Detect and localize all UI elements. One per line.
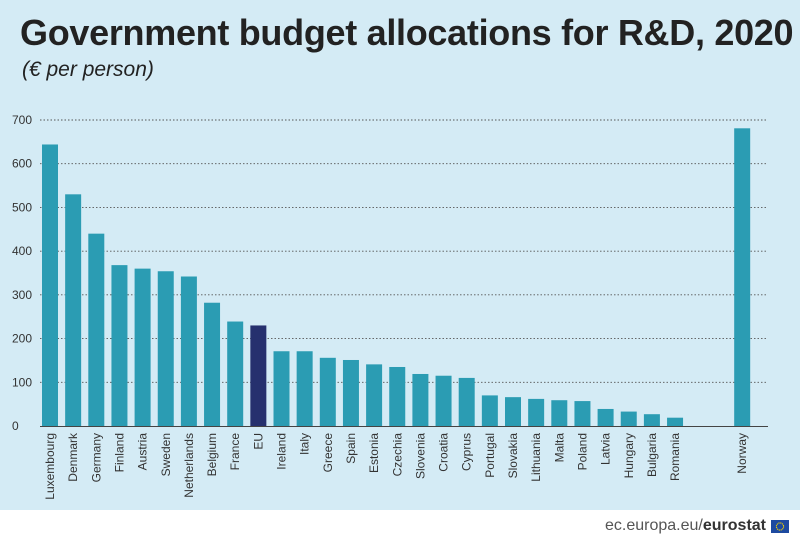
x-tick-label: Spain (344, 433, 358, 464)
bar-eu (250, 325, 267, 426)
bar-netherlands (180, 276, 197, 426)
bar-poland (574, 401, 591, 426)
x-tick-label: Poland (575, 433, 589, 470)
bar-bulgaria (643, 414, 660, 426)
bar-romania (667, 417, 684, 426)
bar-norway (734, 128, 751, 426)
source-brand: eurostat (702, 517, 766, 534)
chart-subtitle: (€ per person) (22, 58, 154, 81)
bar-germany (88, 233, 105, 426)
x-tick-label: Bulgaria (645, 433, 659, 477)
x-tick-label: Slovenia (413, 433, 427, 479)
source-credit[interactable]: ec.europa.eu/eurostat (605, 517, 766, 535)
bar-greece (319, 357, 336, 426)
eu-flag-icon (771, 520, 789, 533)
x-tick-label: Finland (112, 433, 126, 472)
x-tick-label: Greece (321, 433, 335, 473)
x-tick-label: Malta (552, 433, 566, 463)
x-tick-label: Luxembourg (43, 433, 57, 500)
x-tick-label: Cyprus (460, 433, 474, 471)
x-tick-label: Estonia (367, 433, 381, 473)
x-tick-label: Czechia (390, 433, 404, 477)
x-tick-label: Slovakia (506, 433, 520, 479)
bars (42, 128, 751, 427)
bar-finland (111, 265, 128, 426)
footer: ec.europa.eu/eurostat (0, 510, 800, 544)
x-tick-label: EU (251, 433, 265, 450)
bar-chart: 0 100 200 300 400 500 600 700 Luxembourg Denmark… (12, 113, 768, 500)
y-tick-label: 500 (12, 200, 32, 214)
y-tick-label: 300 (12, 288, 32, 302)
bar-hungary (620, 411, 637, 426)
x-tick-label: Germany (89, 433, 103, 482)
bar-spain (342, 359, 359, 426)
x-tick-label: Portugal (483, 433, 497, 478)
x-tick-label: Latvia (599, 433, 613, 465)
x-tick-label: Norway (735, 433, 749, 474)
x-tick-label: Ireland (275, 433, 289, 470)
y-tick-label: 200 (12, 332, 32, 346)
bar-sweden (157, 271, 174, 426)
bar-slovakia (505, 397, 521, 426)
bar-slovenia (412, 373, 429, 426)
bar-czechia (389, 366, 406, 426)
chart-title: Government budget allocations for R&D, 2… (20, 12, 794, 53)
bar-luxembourg (42, 144, 58, 427)
bar-belgium (204, 302, 221, 426)
bar-latvia (597, 408, 614, 426)
bar-ireland (273, 351, 290, 426)
x-tick-label: Lithuania (529, 433, 543, 482)
x-tick-label: Sweden (159, 433, 173, 476)
y-tick-label: 400 (12, 244, 32, 258)
bar-france (227, 321, 244, 426)
x-tick-label: Italy (298, 433, 312, 455)
bar-malta (551, 400, 568, 426)
x-tick-label: Denmark (66, 432, 80, 482)
y-tick-label: 600 (12, 157, 32, 171)
gridlines (40, 119, 768, 383)
source-site: ec.europa.eu/ (605, 517, 703, 534)
x-tick-label: Austria (136, 433, 150, 471)
y-tick-label: 100 (12, 375, 32, 389)
bar-denmark (65, 194, 82, 426)
bar-lithuania (528, 398, 545, 426)
x-tick-label: Romania (668, 433, 682, 481)
y-axis-ticks: 0 100 200 300 400 500 600 700 (12, 113, 32, 433)
bar-estonia (366, 364, 383, 426)
x-tick-label: Hungary (622, 433, 636, 478)
y-tick-label: 0 (12, 419, 19, 433)
bar-austria (134, 268, 151, 426)
x-tick-label: Netherlands (182, 433, 196, 498)
x-tick-label: Croatia (437, 433, 451, 472)
x-tick-label: Belgium (205, 433, 219, 476)
bar-croatia (435, 375, 452, 426)
y-tick-label: 700 (12, 113, 32, 127)
bar-cyprus (458, 377, 475, 426)
x-tick-label: France (228, 433, 242, 471)
bar-italy (296, 351, 313, 426)
x-axis-ticks: Luxembourg Denmark Germany Finland Austria Sw… (43, 432, 749, 500)
bar-portugal (481, 395, 498, 426)
